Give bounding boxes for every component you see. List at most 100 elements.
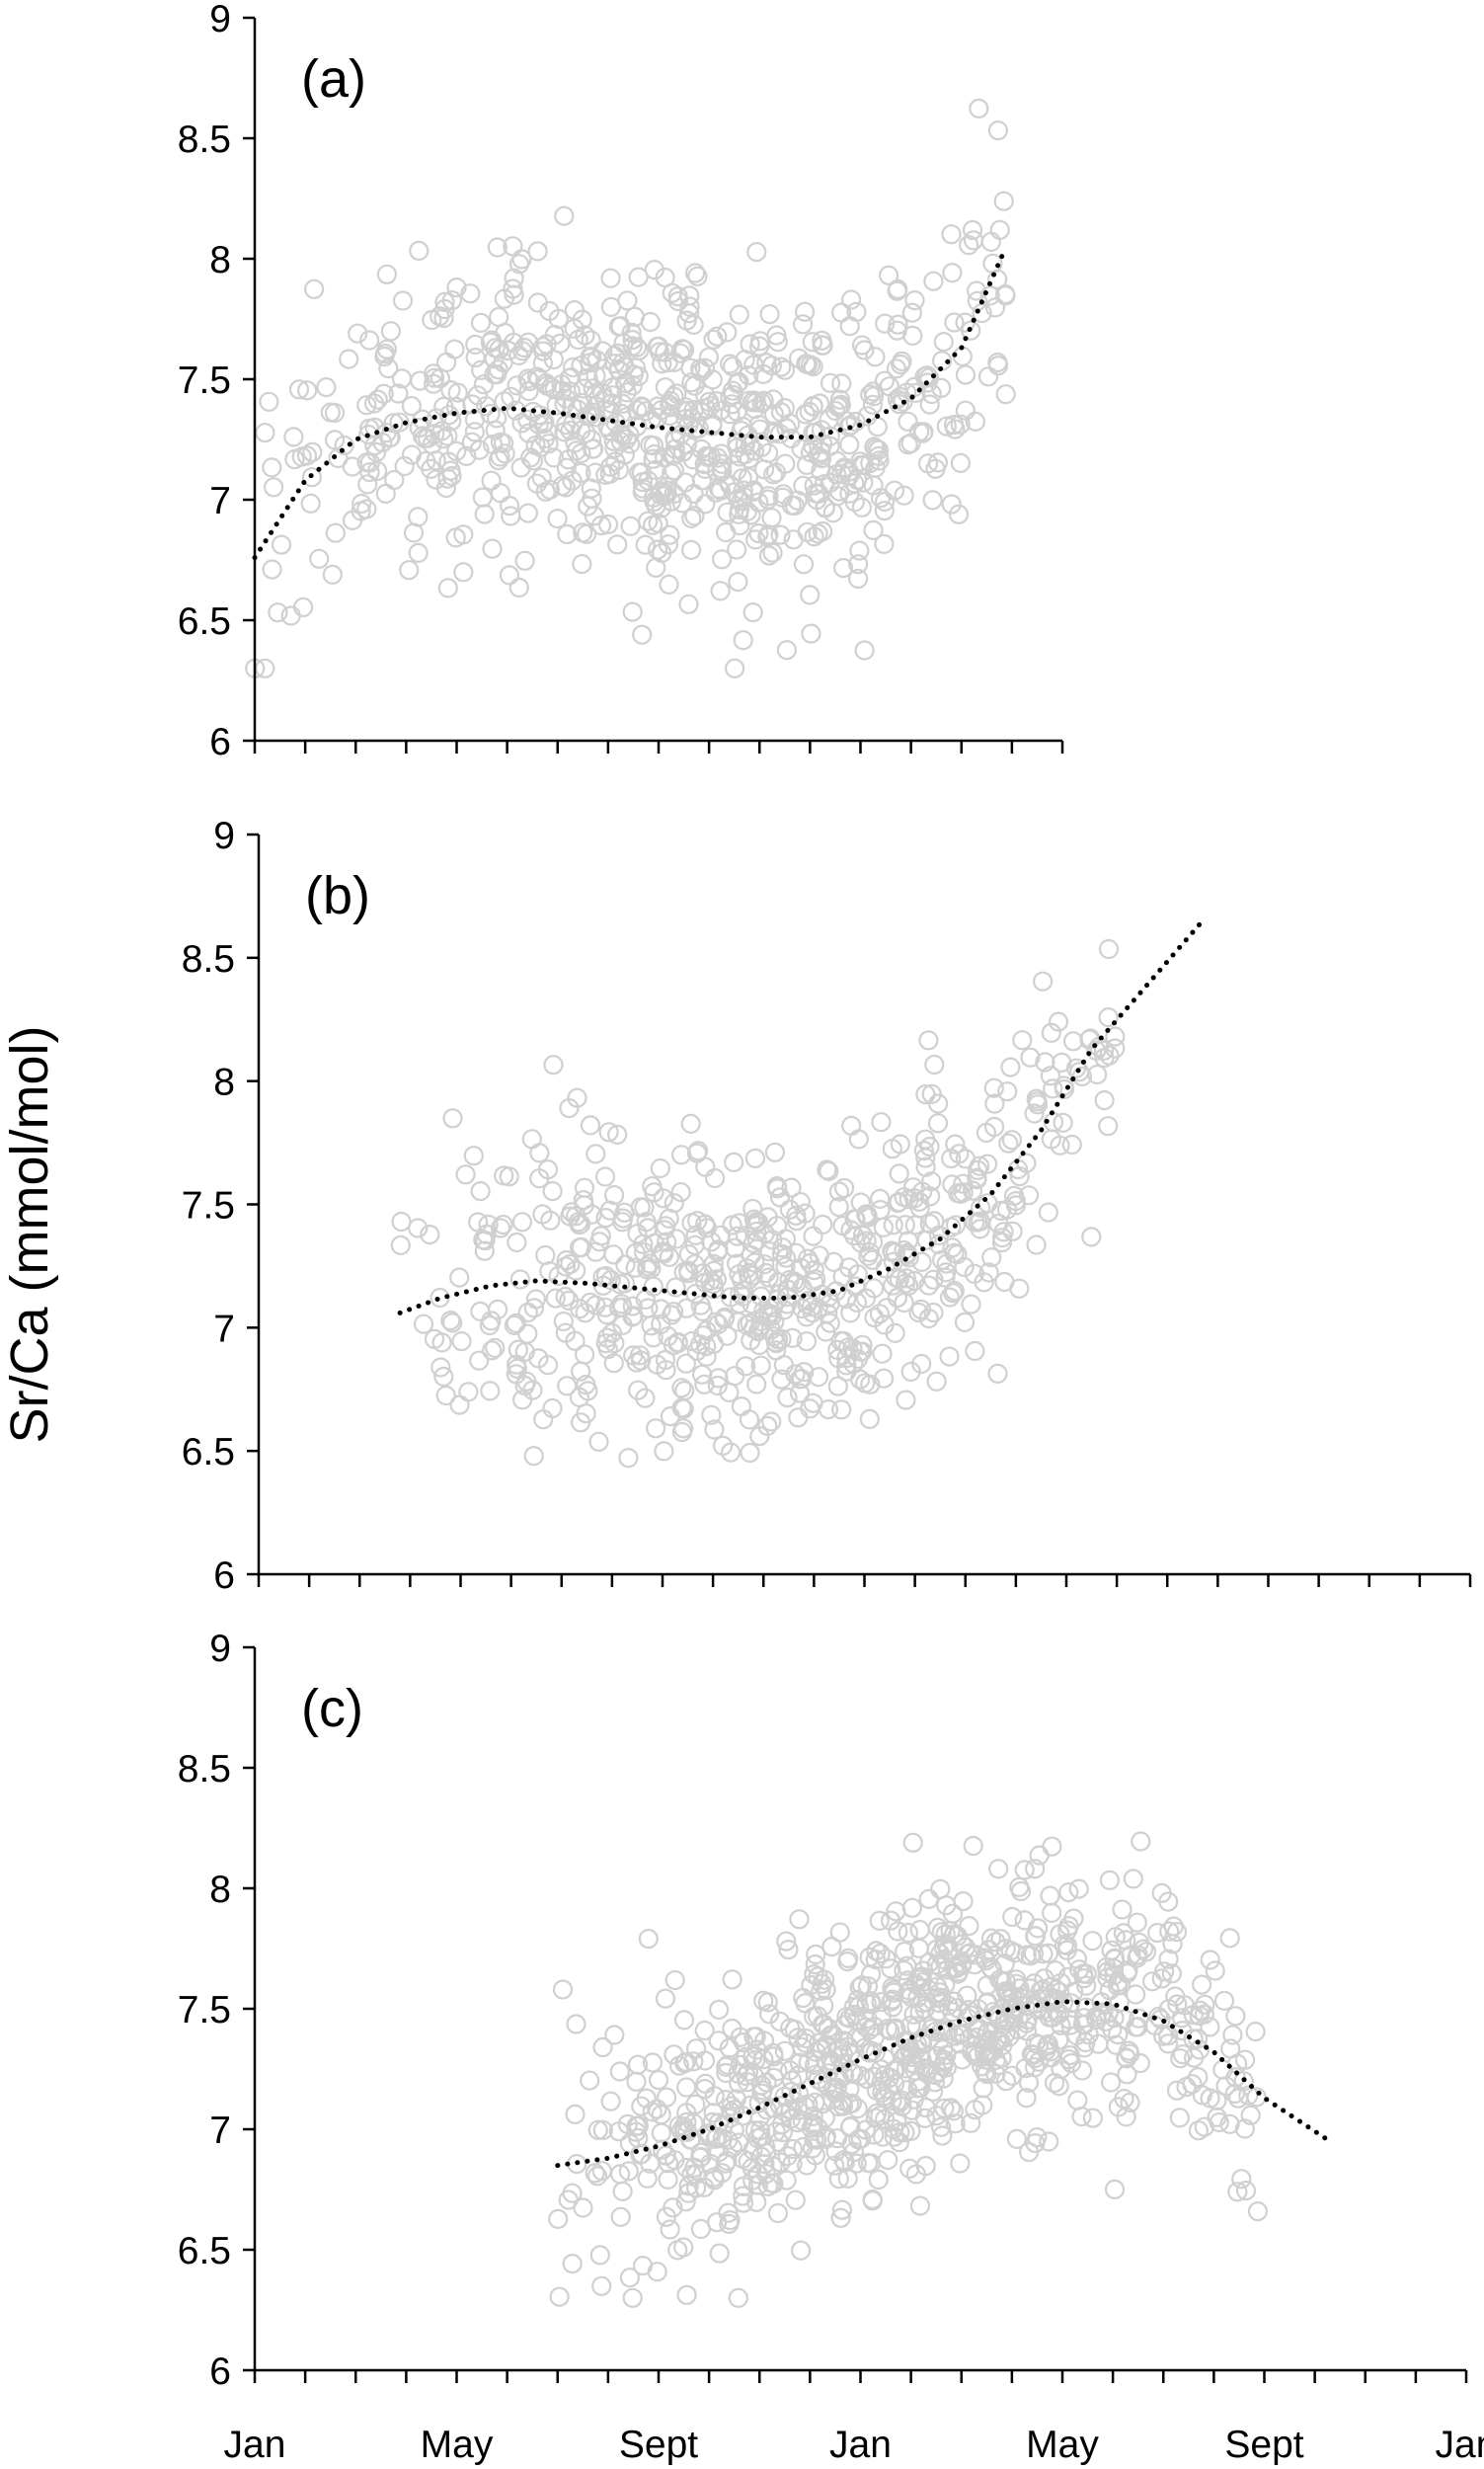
data-point: [797, 1248, 819, 1269]
data-point: [673, 2010, 695, 2031]
data-point: [800, 355, 821, 375]
data-point: [660, 397, 681, 418]
data-point: [943, 2101, 964, 2121]
data-point: [674, 1380, 695, 1401]
data-point: [851, 454, 872, 475]
data-point: [1048, 1011, 1069, 1032]
data-point: [923, 1302, 944, 1323]
data-point: [604, 346, 625, 366]
data-point: [572, 553, 592, 575]
data-point: [680, 2129, 702, 2150]
data-point: [840, 2115, 861, 2137]
data-point: [848, 1129, 869, 1150]
data-point: [668, 2055, 690, 2076]
data-point: [643, 1276, 664, 1297]
data-point: [569, 1387, 590, 1408]
data-point: [667, 1333, 688, 1354]
data-point: [918, 1308, 939, 1329]
data-point: [816, 1979, 836, 2000]
data-point: [776, 640, 798, 661]
data-point: [945, 1215, 967, 1235]
data-point: [661, 1305, 682, 1325]
data-point: [626, 2071, 647, 2092]
data-point: [631, 2096, 652, 2116]
data-point: [933, 2068, 954, 2089]
data-point: [974, 1272, 994, 1293]
data-point: [1238, 2085, 1259, 2106]
data-point: [748, 1212, 769, 1234]
data-point: [1161, 1963, 1183, 1984]
y-tick-label: 8: [213, 1062, 235, 1104]
data-point: [1016, 2088, 1037, 2109]
data-point: [886, 2020, 906, 2040]
data-point: [449, 1394, 470, 1415]
data-point: [730, 1283, 750, 1305]
data-point: [678, 594, 699, 614]
data-point: [514, 550, 535, 571]
data-point: [808, 523, 828, 544]
data-point: [706, 391, 728, 412]
data-point: [722, 2018, 742, 2039]
data-point: [901, 1897, 923, 1918]
data-point: [440, 460, 461, 481]
data-point: [1213, 1990, 1235, 2012]
data-point: [733, 630, 753, 651]
data-point: [944, 312, 965, 333]
data-point: [925, 458, 946, 479]
data-point: [694, 1374, 715, 1394]
data-point: [739, 448, 760, 469]
data-point: [1060, 2015, 1081, 2035]
data-point: [523, 1298, 545, 1318]
data-point: [603, 1244, 624, 1265]
data-point: [612, 2181, 633, 2201]
data-point: [1188, 2067, 1209, 2088]
data-point: [724, 1366, 745, 1387]
data-point: [525, 1289, 547, 1310]
data-point: [704, 1167, 726, 1189]
data-point: [950, 452, 972, 473]
data-point: [828, 2169, 849, 2190]
data-point: [737, 501, 758, 521]
data-point: [1003, 1185, 1025, 1207]
data-point: [482, 1340, 503, 1361]
data-point: [681, 372, 702, 393]
data-point: [795, 1993, 816, 2014]
data-point: [271, 534, 292, 555]
data-point: [771, 357, 792, 377]
data-point: [708, 1999, 730, 2021]
data-point: [1098, 1116, 1119, 1137]
data-point: [1020, 1047, 1041, 1068]
data-point: [801, 623, 821, 644]
data-point: [607, 1124, 628, 1146]
data-point: [642, 515, 664, 535]
data-point: [952, 1934, 973, 1954]
data-point: [915, 1083, 936, 1105]
data-point: [540, 1210, 561, 1231]
data-point: [796, 1331, 818, 1352]
data-point: [963, 1835, 983, 1857]
data-point: [987, 269, 1008, 289]
data-point: [408, 507, 429, 527]
data-point: [316, 377, 337, 398]
data-point: [740, 1442, 760, 1464]
data-point: [702, 369, 723, 390]
data-point: [527, 292, 548, 313]
y-tick-label: 9: [209, 0, 231, 40]
data-point: [503, 236, 523, 257]
data-point: [378, 358, 399, 379]
y-tick-label: 8.5: [178, 1748, 231, 1791]
data-point: [991, 1228, 1013, 1248]
data-point: [433, 1366, 454, 1388]
data-point: [554, 205, 575, 226]
data-point: [437, 426, 458, 446]
data-point: [839, 316, 860, 337]
y-tick-label: 7: [213, 1308, 235, 1350]
data-point: [808, 1298, 828, 1319]
data-point: [283, 427, 304, 447]
data-point: [519, 370, 540, 392]
data-point: [930, 2116, 952, 2137]
data-point: [696, 1346, 717, 1367]
data-point: [658, 2169, 678, 2190]
data-point: [733, 2192, 754, 2213]
data-point: [722, 380, 743, 401]
